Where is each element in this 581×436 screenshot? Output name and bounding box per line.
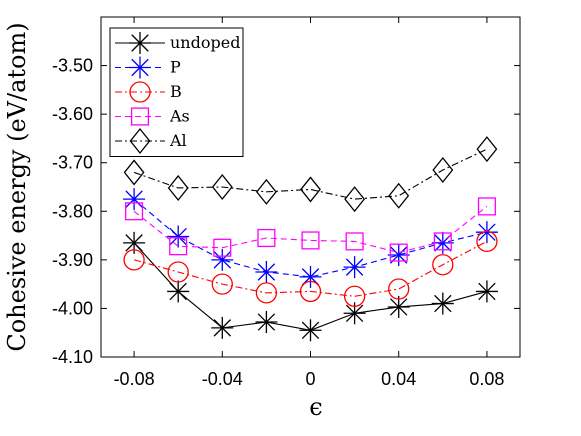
data-point: [257, 228, 276, 248]
x-tick-label: -0.04: [202, 369, 243, 389]
data-point: [387, 244, 410, 266]
x-tick-label: 0.04: [381, 369, 416, 389]
y-tick-label: -4.00: [52, 298, 93, 318]
data-point: [211, 316, 234, 339]
data-point: [211, 173, 233, 201]
data-point: [299, 280, 322, 303]
data-point: [213, 238, 232, 257]
data-point: [343, 302, 366, 325]
data-point: [255, 261, 278, 283]
legend-entry: B: [115, 81, 182, 103]
y-tick-label: -4.10: [52, 347, 93, 367]
data-point: [255, 311, 278, 334]
data-point: [123, 231, 146, 254]
legend-entry: P: [115, 56, 181, 79]
data-point: [432, 156, 454, 184]
data-point: [167, 225, 190, 248]
data-point: [167, 280, 190, 303]
data-point: [345, 232, 364, 251]
data-point: [211, 248, 234, 271]
data-point: [299, 319, 322, 342]
data-point: [129, 127, 151, 155]
data-point: [476, 230, 498, 253]
data-point: [123, 188, 146, 211]
legend-entry: Al: [115, 127, 187, 155]
data-point: [301, 231, 320, 250]
series-p: [123, 188, 498, 288]
legend-label: P: [170, 58, 181, 77]
data-point: [129, 56, 151, 79]
data-point: [167, 174, 189, 202]
legend-label: undoped: [170, 33, 240, 52]
series-line: [133, 240, 488, 297]
series-line: [133, 198, 488, 278]
series-line: [133, 205, 488, 254]
data-point: [129, 32, 151, 54]
data-point: [255, 178, 277, 205]
series-b: [123, 230, 498, 307]
data-point: [211, 273, 233, 295]
legend: undoped PB As Al: [109, 27, 244, 157]
legend-entry: As: [115, 107, 190, 126]
data-point: [389, 243, 408, 262]
ticks-layer: -0.08 -0.04 0 0.04 0.08 -3.50 -3.60 -3.70 -3.80 -…: [52, 17, 520, 389]
data-point: [475, 280, 498, 303]
x-axis-label: ϵ: [309, 393, 322, 421]
legend-label: B: [170, 82, 182, 101]
data-point: [476, 136, 498, 163]
data-point: [300, 176, 321, 203]
series-line: [133, 148, 488, 200]
data-point: [431, 292, 454, 315]
x-tick-label: -0.08: [114, 369, 155, 389]
data-point: [343, 285, 366, 307]
data-point: [344, 186, 366, 213]
y-tick-label: -3.90: [52, 250, 93, 270]
data-point: [123, 159, 145, 186]
data-point: [388, 182, 410, 209]
y-tick-label: -3.50: [52, 56, 93, 76]
series-layer: [123, 136, 498, 342]
x-tick-label: 0: [305, 369, 315, 389]
data-point: [129, 81, 151, 103]
data-point: [169, 237, 188, 256]
data-point: [343, 256, 366, 279]
data-point: [255, 282, 278, 304]
legend-label: Al: [169, 131, 187, 150]
series-as: [125, 197, 496, 262]
data-point: [125, 202, 144, 221]
data-point: [432, 254, 454, 276]
data-point: [130, 107, 150, 126]
x-tick-label: 0.08: [469, 369, 504, 389]
y-tick-label: -3.80: [52, 201, 93, 221]
series-al: [123, 136, 498, 213]
y-tick-label: -3.60: [52, 104, 93, 124]
data-point: [123, 249, 145, 271]
legend-entry: undoped: [115, 32, 240, 54]
data-point: [167, 261, 189, 283]
data-point: [388, 278, 410, 300]
y-axis-label: Cohesive energy (eV/atom): [3, 22, 31, 351]
y-tick-label: -3.70: [52, 153, 93, 173]
legend-label: As: [169, 107, 190, 126]
data-point: [433, 232, 452, 251]
data-point: [477, 197, 496, 216]
data-point: [475, 221, 498, 244]
